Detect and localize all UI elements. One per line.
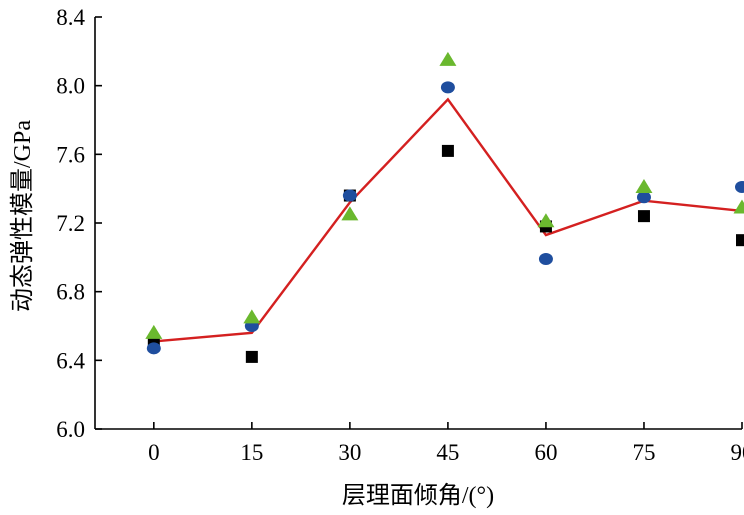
x-tick-label: 75 (632, 440, 655, 465)
x-tick-label: 90 (731, 440, 744, 465)
point-circle (636, 191, 651, 204)
y-tick-label: 8.4 (56, 5, 85, 30)
point-triangle (145, 324, 163, 339)
y-tick-label: 6.4 (56, 348, 85, 373)
point-square (637, 210, 650, 223)
x-tick-label: 0 (148, 440, 160, 465)
y-tick-label: 6.0 (56, 417, 85, 442)
y-tick-label: 7.6 (56, 142, 85, 167)
x-tick-label: 60 (534, 440, 557, 465)
point-circle (342, 189, 357, 202)
point-circle (538, 253, 553, 266)
y-tick-label: 6.8 (56, 280, 85, 305)
point-square (441, 144, 454, 157)
y-axis-title: 动态弹性模量/GPa (9, 120, 36, 312)
point-triangle (439, 51, 457, 66)
x-axis-title: 层理面倾角/(°) (342, 482, 494, 509)
point-square (736, 234, 744, 247)
y-tick-label: 8.0 (56, 74, 85, 99)
point-triangle (341, 206, 359, 221)
y-tick-label: 7.2 (56, 211, 85, 236)
point-circle (146, 342, 161, 355)
x-tick-label: 30 (338, 440, 361, 465)
point-triangle (733, 199, 744, 214)
point-triangle (635, 178, 653, 193)
series-line-mean (153, 97, 743, 343)
point-circle (440, 81, 455, 94)
point-circle (735, 180, 744, 193)
point-square (245, 350, 258, 363)
x-tick-label: 15 (240, 440, 263, 465)
axes: 6.0 6.4 6.8 7.2 7.6 8.0 8.4 0 15 30 45 60 75 90 (56, 5, 744, 465)
x-tick-label: 45 (436, 440, 459, 465)
point-triangle (243, 309, 261, 324)
point-triangle (537, 213, 555, 228)
marks (145, 51, 744, 363)
